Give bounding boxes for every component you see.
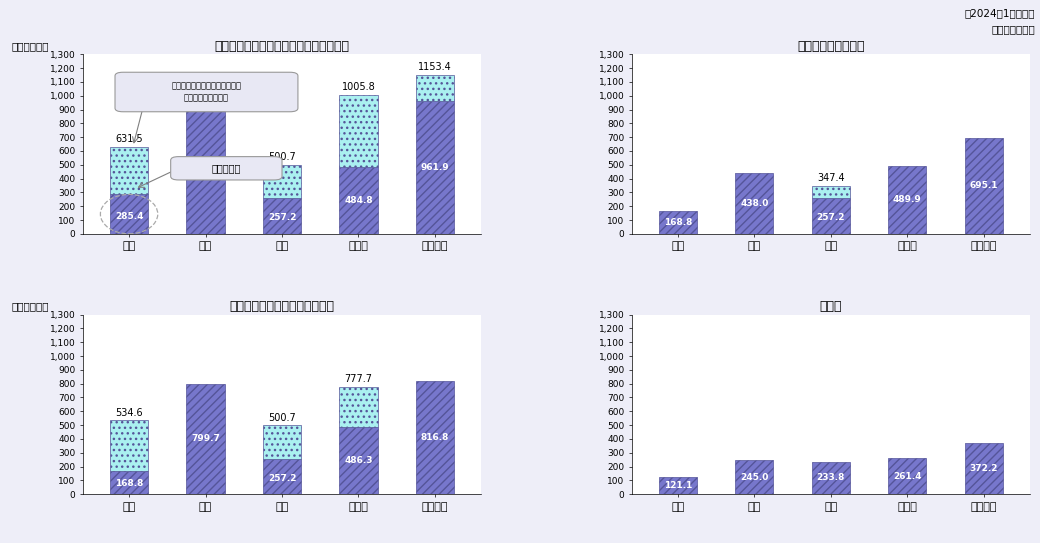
Text: 438.0: 438.0 [740, 199, 769, 208]
Text: 484.8: 484.8 [344, 196, 372, 205]
Bar [735, 460, 774, 494]
Title: 夫婦子１人（片働き、中学生）: 夫婦子１人（片働き、中学生） [230, 300, 335, 313]
Text: （2024年1月現在）: （2024年1月現在） [964, 8, 1035, 18]
Bar [888, 458, 927, 494]
Bar [186, 111, 225, 234]
Bar [888, 166, 927, 234]
FancyBboxPatch shape [115, 72, 297, 112]
Text: 245.0: 245.0 [740, 473, 769, 482]
Bar [339, 387, 378, 427]
Text: 税額と一般的な給付の給付額が
等しくなる給与収入: 税額と一般的な給付の給付額が 等しくなる給与収入 [172, 81, 241, 103]
Bar [811, 198, 850, 234]
Bar [263, 165, 302, 198]
Text: 534.6: 534.6 [115, 408, 142, 418]
Text: 892.5: 892.5 [191, 168, 219, 176]
Text: 777.7: 777.7 [344, 374, 372, 384]
Text: 486.3: 486.3 [344, 456, 372, 465]
Bar [416, 74, 454, 101]
Bar [263, 198, 302, 234]
Bar [416, 101, 454, 234]
Text: 961.9: 961.9 [420, 163, 449, 172]
Title: 夫婦のみ（片働き）: 夫婦のみ（片働き） [797, 40, 864, 53]
Text: 257.2: 257.2 [267, 473, 296, 483]
Text: 168.8: 168.8 [664, 218, 692, 226]
Text: （給与収入）: （給与収入） [11, 41, 49, 50]
Text: 257.2: 257.2 [267, 213, 296, 222]
Bar [339, 167, 378, 234]
Text: 168.8: 168.8 [114, 479, 144, 488]
Bar [735, 173, 774, 234]
Bar [110, 194, 149, 234]
Text: 631.5: 631.5 [115, 134, 142, 144]
Bar [965, 138, 1003, 234]
Bar [811, 186, 850, 198]
Bar [658, 477, 697, 494]
Text: （給与収入）: （給与収入） [11, 301, 49, 311]
Bar [263, 459, 302, 494]
Text: 1005.8: 1005.8 [341, 83, 375, 92]
Text: 489.9: 489.9 [893, 195, 921, 205]
Bar [263, 425, 302, 459]
Text: 261.4: 261.4 [893, 471, 921, 481]
Text: 372.2: 372.2 [969, 464, 998, 473]
Bar [186, 384, 225, 494]
Bar [416, 381, 454, 494]
Bar [965, 443, 1003, 494]
Text: 121.1: 121.1 [664, 481, 692, 490]
Bar [110, 420, 149, 471]
Title: 夫婦子２人（片働き、大学生・中学生）: 夫婦子２人（片働き、大学生・中学生） [214, 40, 349, 53]
Text: 799.7: 799.7 [191, 434, 220, 444]
Bar [339, 95, 378, 167]
FancyBboxPatch shape [171, 156, 282, 180]
Text: （単位：万円）: （単位：万円） [991, 24, 1035, 34]
Bar [339, 427, 378, 494]
Text: 285.4: 285.4 [114, 212, 144, 220]
Bar [658, 211, 697, 234]
Bar [110, 471, 149, 494]
Text: 347.4: 347.4 [817, 173, 844, 184]
Text: 695.1: 695.1 [969, 181, 998, 191]
Text: 1153.4: 1153.4 [418, 62, 451, 72]
Text: 500.7: 500.7 [268, 152, 296, 162]
Text: 257.2: 257.2 [816, 213, 846, 222]
Text: 課税最低限: 課税最低限 [212, 163, 241, 173]
Bar [811, 462, 850, 494]
Text: 233.8: 233.8 [816, 473, 844, 483]
Text: 500.7: 500.7 [268, 413, 296, 422]
Title: 単　身: 単 身 [820, 300, 842, 313]
Text: 816.8: 816.8 [421, 433, 449, 442]
Bar [110, 147, 149, 194]
